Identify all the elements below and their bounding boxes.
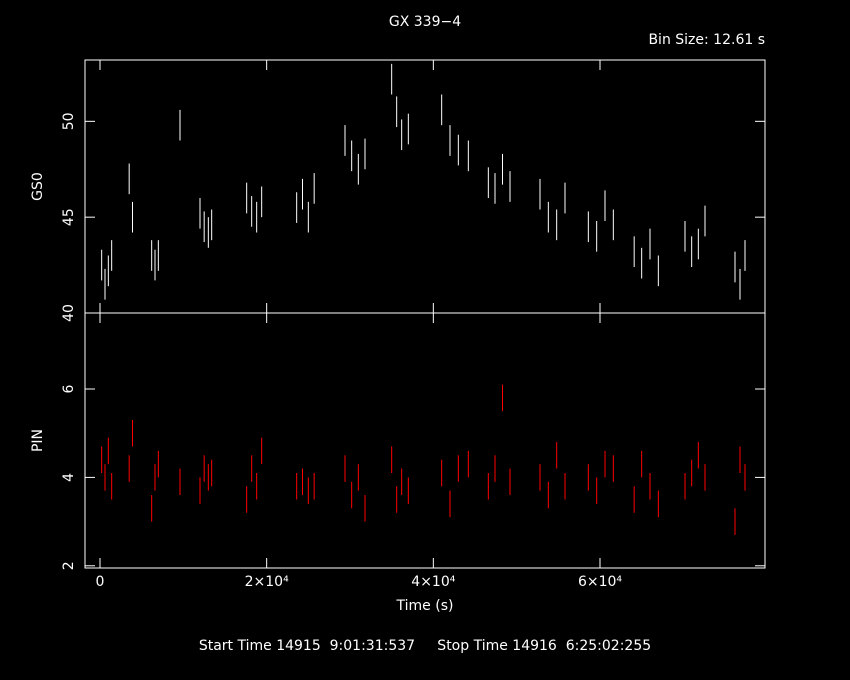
plot-frame	[84, 312, 766, 569]
chart-subtitle: Bin Size: 12.61 s	[648, 32, 765, 48]
y-tick-label: 40	[61, 304, 77, 322]
y-axis-label: PIN	[30, 429, 46, 452]
y-tick-label: 2	[61, 561, 77, 570]
plot-frame	[84, 59, 766, 314]
y-tick-label: 4	[61, 473, 77, 482]
footer: Start Time 14915 9:01:31:537 Stop Time 1…	[199, 638, 651, 654]
y-tick-label: 6	[61, 384, 77, 393]
x-axis-label: Time (s)	[396, 598, 454, 614]
chart-title: GX 339−4	[389, 14, 461, 30]
x-tick-label: 4×10⁴	[411, 574, 455, 590]
y-tick-label: 50	[61, 112, 77, 130]
x-tick-label: 2×10⁴	[245, 574, 289, 590]
x-tick-label: 6×10⁴	[578, 574, 622, 590]
x-tick-label: 0	[96, 574, 105, 590]
y-axis-label: GS0	[30, 172, 46, 201]
y-tick-label: 45	[61, 208, 77, 226]
